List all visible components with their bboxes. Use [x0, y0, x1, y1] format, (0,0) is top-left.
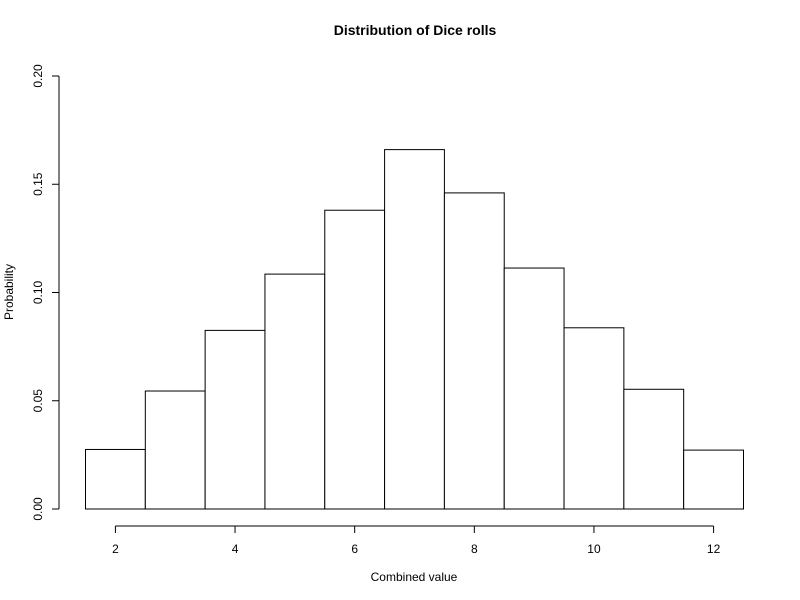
x-axis: 2 4 6 8 10 12	[112, 525, 721, 556]
x-tick-label: 6	[351, 542, 358, 556]
x-tick-label: 8	[471, 542, 478, 556]
y-tick-label: 0.15	[31, 172, 45, 196]
chart-title: Distribution of Dice rolls	[334, 22, 497, 38]
y-tick-label: 0.00	[31, 497, 45, 521]
y-axis-label: Probability	[2, 264, 16, 320]
bar-8	[443, 192, 505, 510]
x-tick-label: 4	[232, 542, 239, 556]
bar-4	[204, 329, 266, 510]
y-axis: 0.00 0.05 0.10 0.15 0.20	[31, 64, 60, 521]
bar-2	[85, 448, 146, 510]
bar-6	[324, 209, 386, 510]
bar-11	[623, 388, 685, 510]
y-tick-label: 0.05	[31, 389, 45, 413]
bars-group	[85, 149, 744, 510]
y-tick-label: 0.10	[31, 280, 45, 304]
x-tick-label: 2	[112, 542, 119, 556]
y-tick-label: 0.20	[31, 64, 45, 88]
x-axis-label: Combined value	[371, 570, 458, 584]
x-tick-label: 10	[587, 542, 601, 556]
bar-9	[503, 267, 565, 510]
x-tick-label: 12	[707, 542, 721, 556]
bar-10	[563, 327, 625, 510]
bar-5	[264, 273, 326, 510]
bar-3	[144, 390, 206, 510]
bar-12	[683, 449, 744, 510]
bar-7	[384, 149, 445, 510]
